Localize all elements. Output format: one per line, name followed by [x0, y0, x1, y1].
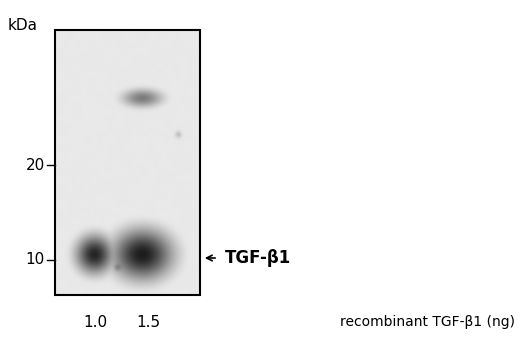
- Text: recombinant TGF-β1 (ng): recombinant TGF-β1 (ng): [340, 315, 515, 329]
- Bar: [55, 30, 200, 295]
- Text: 1.0: 1.0: [83, 315, 107, 330]
- Text: 20: 20: [26, 158, 45, 173]
- Text: 1.5: 1.5: [136, 315, 160, 330]
- Text: 10: 10: [26, 252, 45, 267]
- Text: TGF-β1: TGF-β1: [225, 249, 291, 267]
- Text: kDa: kDa: [8, 18, 38, 33]
